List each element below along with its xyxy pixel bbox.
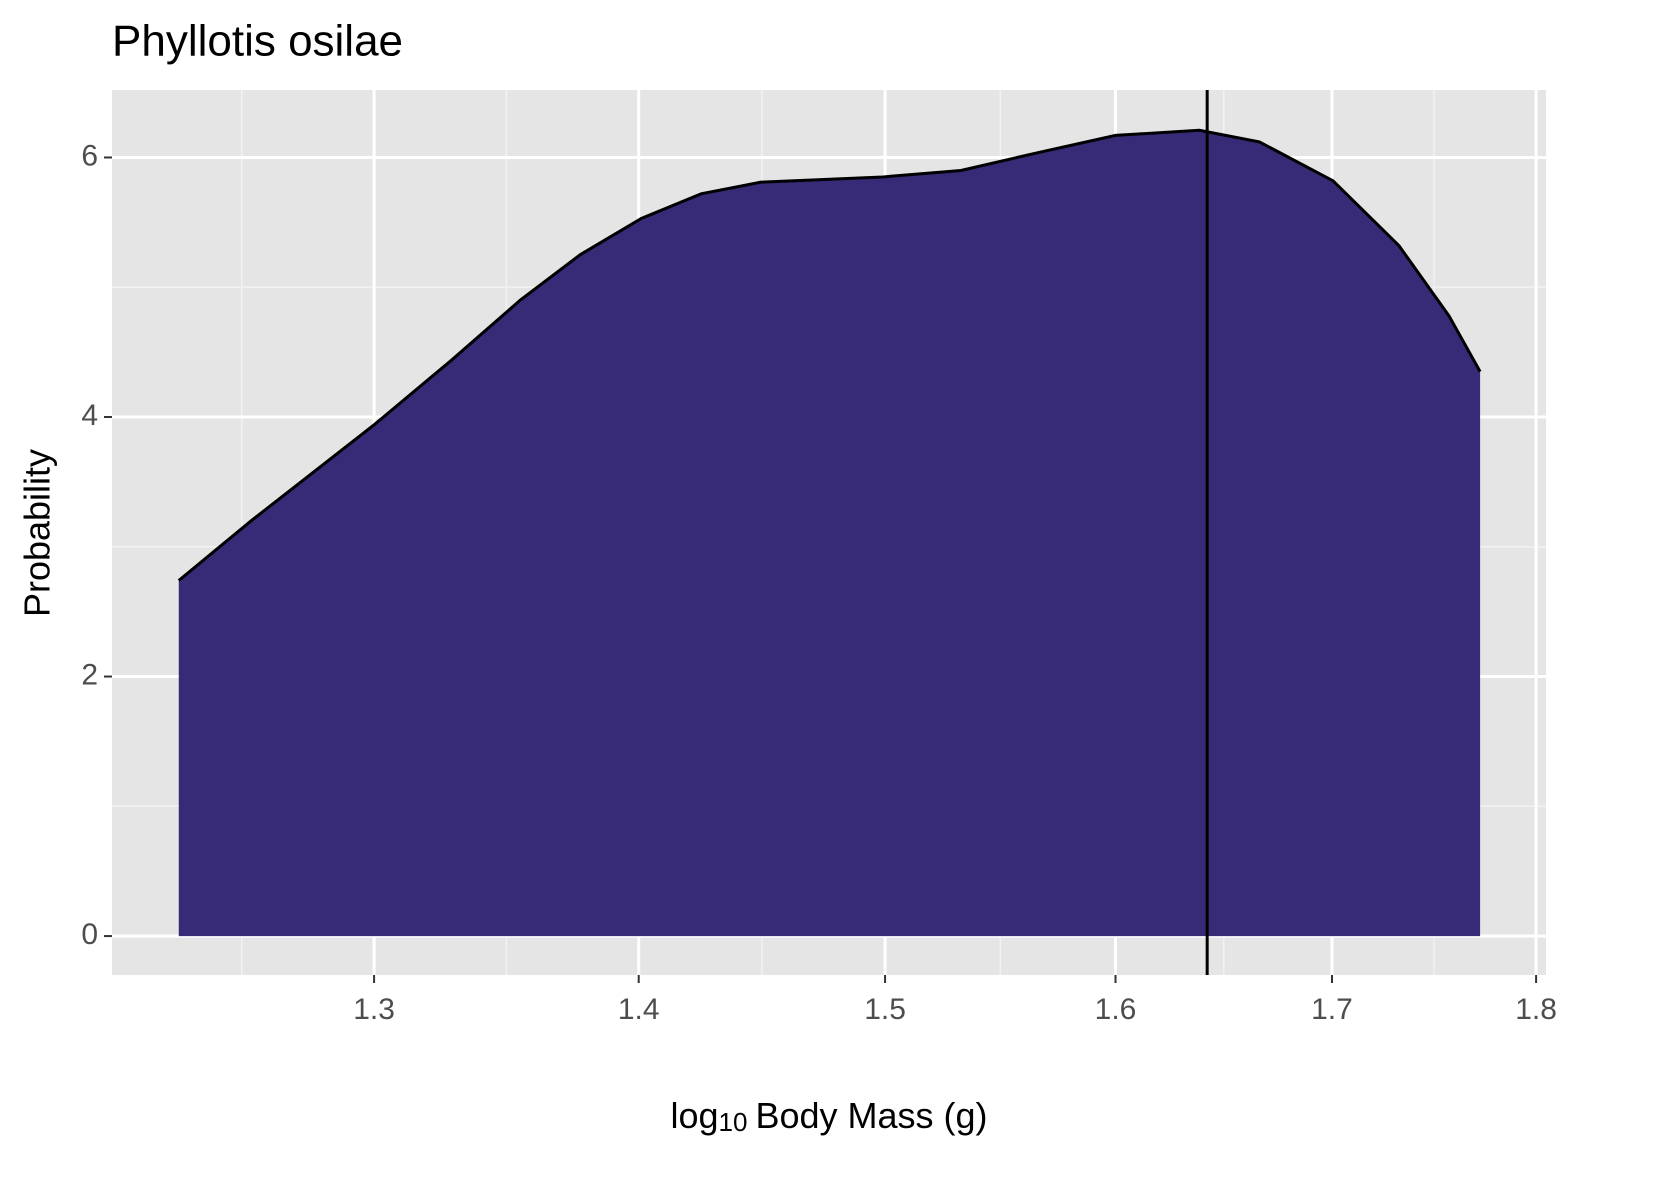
x-tick-label: 1.8 <box>1515 993 1557 1026</box>
density-area <box>178 130 1481 937</box>
y-tick-label: 4 <box>81 399 98 432</box>
x-axis-title-base: log <box>670 1095 718 1136</box>
x-axis-title-subscript: 10 <box>719 1107 748 1137</box>
x-tick-label: 1.7 <box>1311 993 1353 1026</box>
y-axis-title: Probability <box>17 449 58 617</box>
x-axis-title: log10 Body Mass (g) <box>670 1095 987 1137</box>
x-axis-title-rest: Body Mass (g) <box>755 1095 987 1136</box>
density-line <box>177 128 1482 582</box>
x-tick-label: 1.6 <box>1095 993 1137 1026</box>
x-tick-label: 1.3 <box>353 993 395 1026</box>
y-tick-label: 0 <box>81 918 98 951</box>
x-tick-label: 1.5 <box>864 993 906 1026</box>
chart-title: Phyllotis osilae <box>112 17 403 66</box>
x-tick-label: 1.4 <box>618 993 660 1026</box>
y-tick-label: 2 <box>81 658 98 691</box>
y-tick-label: 6 <box>81 139 98 172</box>
